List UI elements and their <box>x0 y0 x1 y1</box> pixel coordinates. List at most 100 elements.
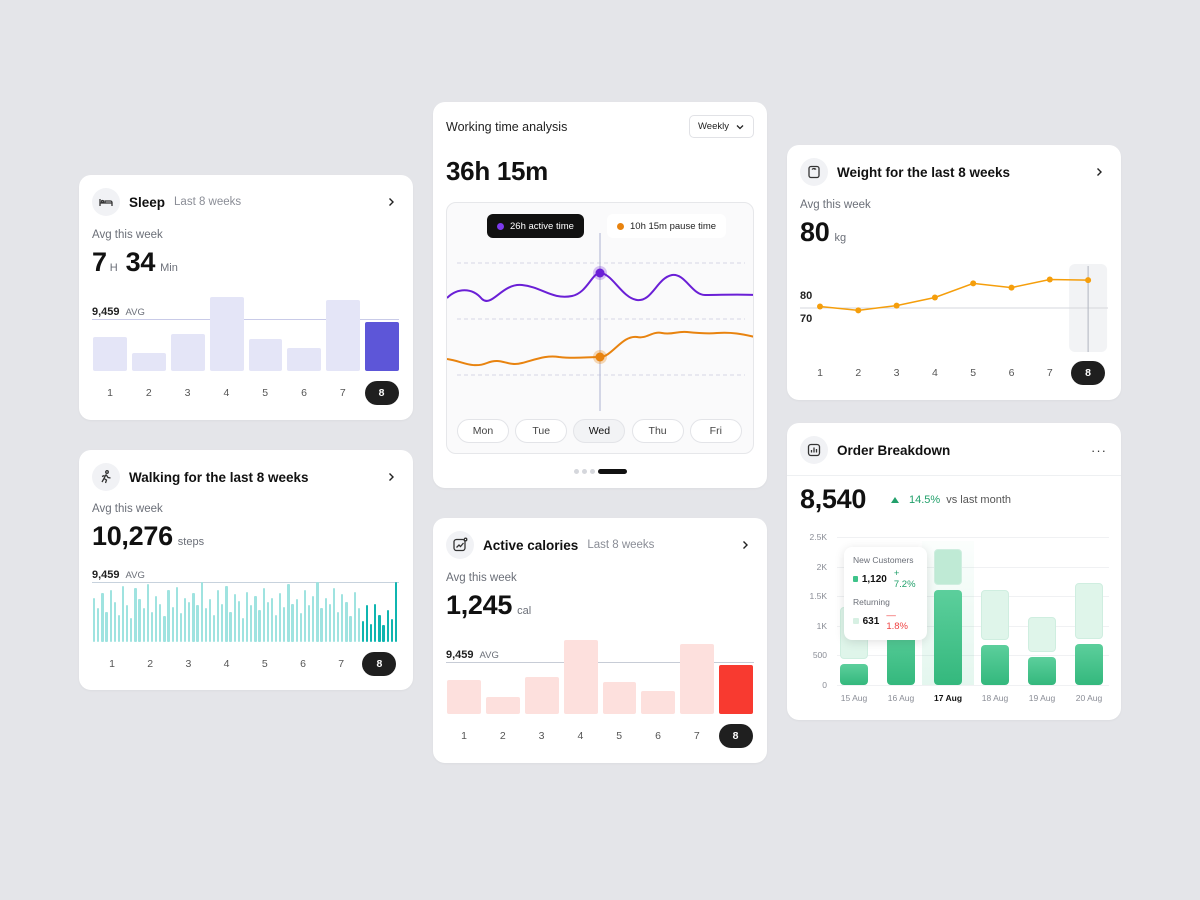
walking-avg-ref: 9,459 AVG <box>92 569 145 581</box>
walking-day-bar <box>241 617 245 642</box>
walking-day-bar <box>291 604 294 642</box>
chevron-right-icon[interactable] <box>382 193 400 211</box>
sleep-ref-tag: AVG <box>125 307 145 318</box>
carousel-pager <box>433 468 767 476</box>
walking-day-bar <box>274 614 278 642</box>
orders-card: Order Breakdown ··· 8,540 14.5% vs last … <box>787 423 1121 720</box>
week-2-button[interactable]: 2 <box>855 367 862 379</box>
weight-point <box>970 280 977 287</box>
chevron-right-icon[interactable] <box>736 536 754 554</box>
week-6-button[interactable]: 6 <box>300 658 306 670</box>
week-6-button[interactable]: 6 <box>1008 367 1015 379</box>
day-fri-button[interactable]: Fri <box>689 419 742 443</box>
week-3-button[interactable]: 3 <box>893 367 900 379</box>
returning-bar <box>1028 617 1056 652</box>
orders-change: 14.5% vs last month <box>891 494 1011 506</box>
week-1-button[interactable]: 1 <box>461 730 467 742</box>
walking-day-bar <box>221 604 224 642</box>
week-8-button[interactable]: 8 <box>718 724 753 748</box>
calories-subtitle: Last 8 weeks <box>587 539 655 551</box>
walking-day-bar <box>150 611 154 642</box>
pager-dot[interactable] <box>598 469 627 474</box>
tooltip-ret-row: 631 — 1.8% <box>853 610 918 632</box>
week-1-button[interactable]: 1 <box>107 387 113 399</box>
week-5-bar <box>248 339 283 371</box>
period-dropdown[interactable]: Weekly <box>689 115 754 138</box>
week-5-button[interactable]: 5 <box>616 730 623 742</box>
new-customers-bar <box>1075 643 1103 685</box>
day-tue-button[interactable]: Tue <box>515 419 568 443</box>
walking-day-bar <box>146 584 150 642</box>
walking-day-bar <box>394 582 398 642</box>
chevron-right-icon[interactable] <box>1090 163 1108 181</box>
week-7-button[interactable]: 7 <box>693 730 700 742</box>
weight-unit: kg <box>834 232 847 244</box>
week-4-button[interactable]: 4 <box>223 387 230 399</box>
week-2-button[interactable]: 2 <box>499 730 506 742</box>
walking-day-bar <box>308 605 311 642</box>
trend-chart-icon <box>446 531 474 559</box>
sleep-title: Sleep <box>129 194 166 210</box>
calories-avg-ref: 9,459 AVG <box>446 649 499 661</box>
week-3-bar <box>170 334 205 371</box>
day-thu-button[interactable]: Thu <box>631 419 684 443</box>
x-tick-label: 16 Aug <box>887 693 915 703</box>
pager-dot[interactable] <box>574 469 579 474</box>
week-5-button[interactable]: 5 <box>262 387 269 399</box>
walking-day-bar <box>254 596 257 642</box>
week-3-button[interactable]: 3 <box>538 730 545 742</box>
day-wed-button[interactable]: Wed <box>573 419 626 443</box>
week-1-button[interactable]: 1 <box>817 367 823 379</box>
pager-dot[interactable] <box>582 469 587 474</box>
walking-day-bar <box>237 600 240 642</box>
day-mon-button[interactable]: Mon <box>457 419 509 443</box>
walking-day-bar <box>134 588 137 642</box>
week-2-button[interactable]: 2 <box>147 658 154 670</box>
week-3-button[interactable]: 3 <box>184 387 191 399</box>
walking-day-bar <box>266 602 269 642</box>
week-6-button[interactable]: 6 <box>655 730 661 742</box>
week-8-button[interactable]: 8 <box>362 652 397 676</box>
week-7-button[interactable]: 7 <box>1046 367 1053 379</box>
calories-card: Active calories Last 8 weeks Avg this we… <box>433 518 767 763</box>
calories-avg-label: Avg this week <box>446 572 517 584</box>
legend-active-pill: 26h active time <box>487 214 584 238</box>
week-8-button[interactable]: 8 <box>364 381 399 405</box>
week-1-bar <box>447 679 481 714</box>
walking-value: 10,276 steps <box>92 521 204 552</box>
walking-day-bar <box>126 605 129 642</box>
orders-header: Order Breakdown ··· <box>800 436 1108 464</box>
week-7-button[interactable]: 7 <box>338 658 345 670</box>
week-4-button[interactable]: 4 <box>577 730 584 742</box>
sleep-avg-label: Avg this week <box>92 229 163 241</box>
walking-day-bar <box>332 588 336 642</box>
week-7-button[interactable]: 7 <box>339 387 346 399</box>
weight-point <box>893 302 900 309</box>
week-3-button[interactable]: 3 <box>185 658 192 670</box>
week-4-button[interactable]: 4 <box>223 658 230 670</box>
week-2-button[interactable]: 2 <box>145 387 152 399</box>
chevron-right-icon[interactable] <box>382 468 400 486</box>
new-customers-bar <box>840 664 868 685</box>
pager-dot[interactable] <box>590 469 595 474</box>
weight-point <box>931 294 938 301</box>
week-8-button[interactable]: 8 <box>1071 361 1106 385</box>
walking-steps: 10,276 <box>92 521 173 551</box>
week-1-button[interactable]: 1 <box>109 658 115 670</box>
sleep-hours-unit: H <box>109 262 118 274</box>
calories-ref-tag: AVG <box>479 650 499 661</box>
walking-day-bar <box>279 593 282 642</box>
walking-day-bar <box>250 605 253 642</box>
week-5-button[interactable]: 5 <box>261 658 268 670</box>
walking-day-bar <box>361 620 365 642</box>
walking-day-bar <box>229 611 232 642</box>
walking-day-bar <box>196 605 199 642</box>
walking-day-bar <box>357 608 360 642</box>
week-5-button[interactable]: 5 <box>970 367 977 379</box>
new-customers-bar <box>1028 656 1056 685</box>
week-3-bar <box>524 677 559 714</box>
week-4-button[interactable]: 4 <box>931 367 938 379</box>
week-6-button[interactable]: 6 <box>301 387 307 399</box>
walking-day-bar <box>117 614 121 642</box>
more-options-icon[interactable]: ··· <box>1091 442 1107 458</box>
